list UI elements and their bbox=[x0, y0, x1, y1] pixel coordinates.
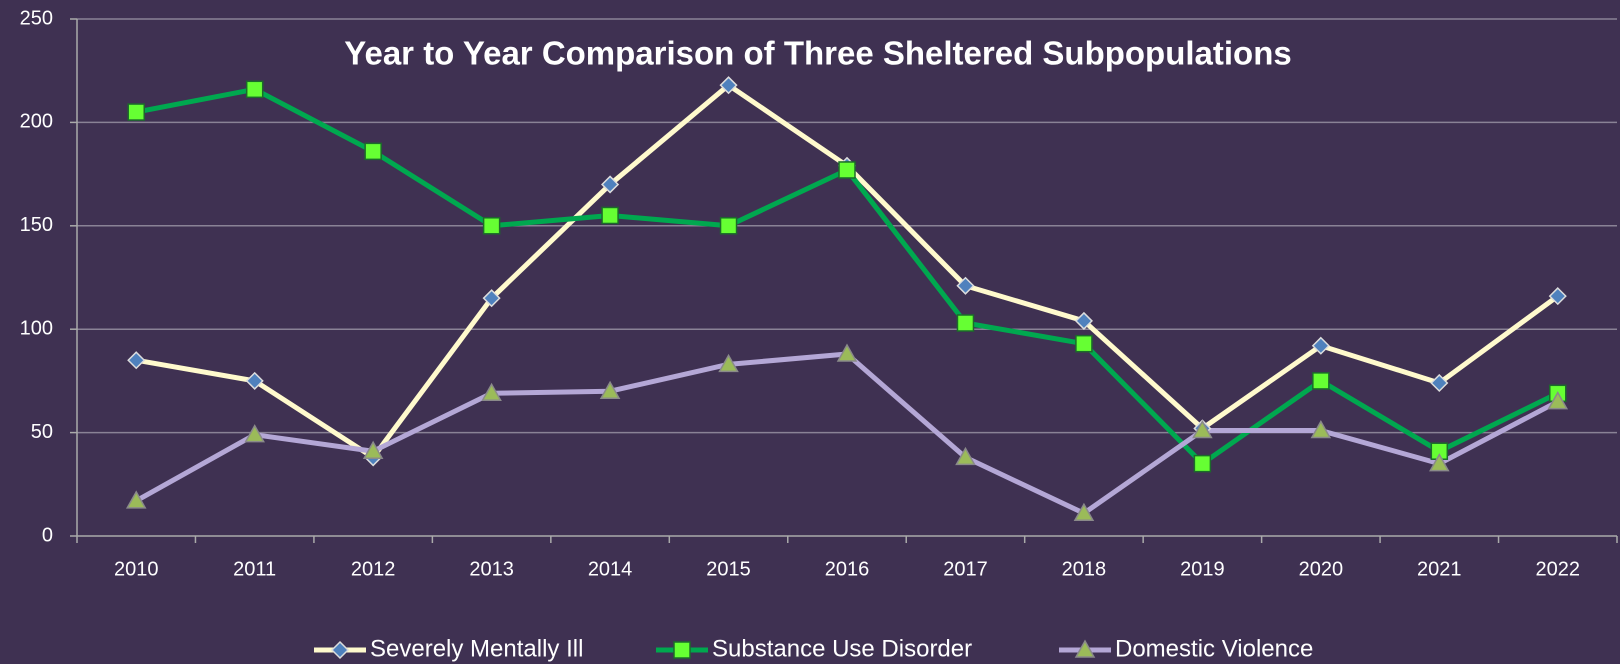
x-tick-label: 2010 bbox=[114, 558, 159, 580]
legend-label: Domestic Violence bbox=[1115, 635, 1313, 662]
y-tick-label: 100 bbox=[20, 317, 53, 339]
x-tick-label: 2015 bbox=[706, 558, 751, 580]
y-tick-label: 200 bbox=[20, 111, 53, 133]
data-point bbox=[1310, 420, 1332, 439]
data-point bbox=[1312, 372, 1330, 390]
data-point bbox=[362, 440, 384, 459]
y-tick-label: 250 bbox=[20, 7, 53, 29]
x-tick-label: 2019 bbox=[1180, 558, 1225, 580]
x-tick-label: 2014 bbox=[588, 558, 633, 580]
data-point bbox=[482, 289, 501, 308]
x-tick-label: 2016 bbox=[825, 558, 870, 580]
data-point bbox=[482, 217, 501, 235]
legend-label: Severely Mentally Ill bbox=[370, 635, 583, 662]
data-point bbox=[1192, 420, 1213, 439]
data-point bbox=[1075, 334, 1093, 353]
data-point bbox=[127, 351, 146, 370]
data-point bbox=[1074, 311, 1093, 330]
legend-marker bbox=[330, 640, 350, 660]
chart-title: Year to Year Comparison of Three Shelter… bbox=[344, 35, 1291, 72]
data-point bbox=[1548, 287, 1567, 306]
data-point bbox=[719, 217, 738, 235]
data-point bbox=[719, 76, 738, 95]
data-point bbox=[956, 314, 975, 332]
data-point bbox=[1193, 454, 1212, 473]
data-point bbox=[1430, 373, 1449, 393]
x-tick-label: 2012 bbox=[351, 558, 396, 580]
legend-label: Substance Use Disorder bbox=[712, 635, 972, 662]
y-tick-label: 50 bbox=[31, 421, 53, 443]
data-point bbox=[601, 175, 620, 194]
x-tick-label: 2018 bbox=[1062, 558, 1107, 580]
x-tick-label: 2022 bbox=[1536, 558, 1581, 580]
legend-marker bbox=[673, 641, 691, 659]
x-tick-label: 2017 bbox=[943, 558, 988, 580]
legend-marker bbox=[1074, 639, 1096, 658]
data-point bbox=[838, 161, 856, 179]
data-point bbox=[244, 424, 265, 443]
data-point bbox=[127, 103, 145, 121]
data-point bbox=[364, 142, 382, 161]
data-point bbox=[956, 276, 975, 295]
x-tick-label: 2013 bbox=[469, 558, 514, 580]
x-tick-label: 2011 bbox=[233, 558, 276, 580]
data-point bbox=[1547, 391, 1569, 410]
data-point bbox=[718, 353, 739, 373]
y-tick-label: 150 bbox=[20, 214, 53, 236]
data-point bbox=[245, 371, 264, 390]
data-point bbox=[245, 80, 264, 99]
x-tick-label: 2020 bbox=[1299, 558, 1344, 580]
data-point bbox=[125, 490, 147, 509]
x-tick-label: 2021 bbox=[1417, 558, 1462, 580]
data-point bbox=[1073, 502, 1095, 522]
y-tick-label: 0 bbox=[42, 524, 53, 546]
data-point bbox=[955, 446, 976, 466]
data-point bbox=[481, 382, 502, 402]
data-point bbox=[599, 380, 621, 399]
data-point bbox=[836, 343, 858, 362]
data-point bbox=[1429, 453, 1450, 472]
data-point bbox=[1311, 336, 1330, 355]
data-point bbox=[601, 206, 619, 225]
